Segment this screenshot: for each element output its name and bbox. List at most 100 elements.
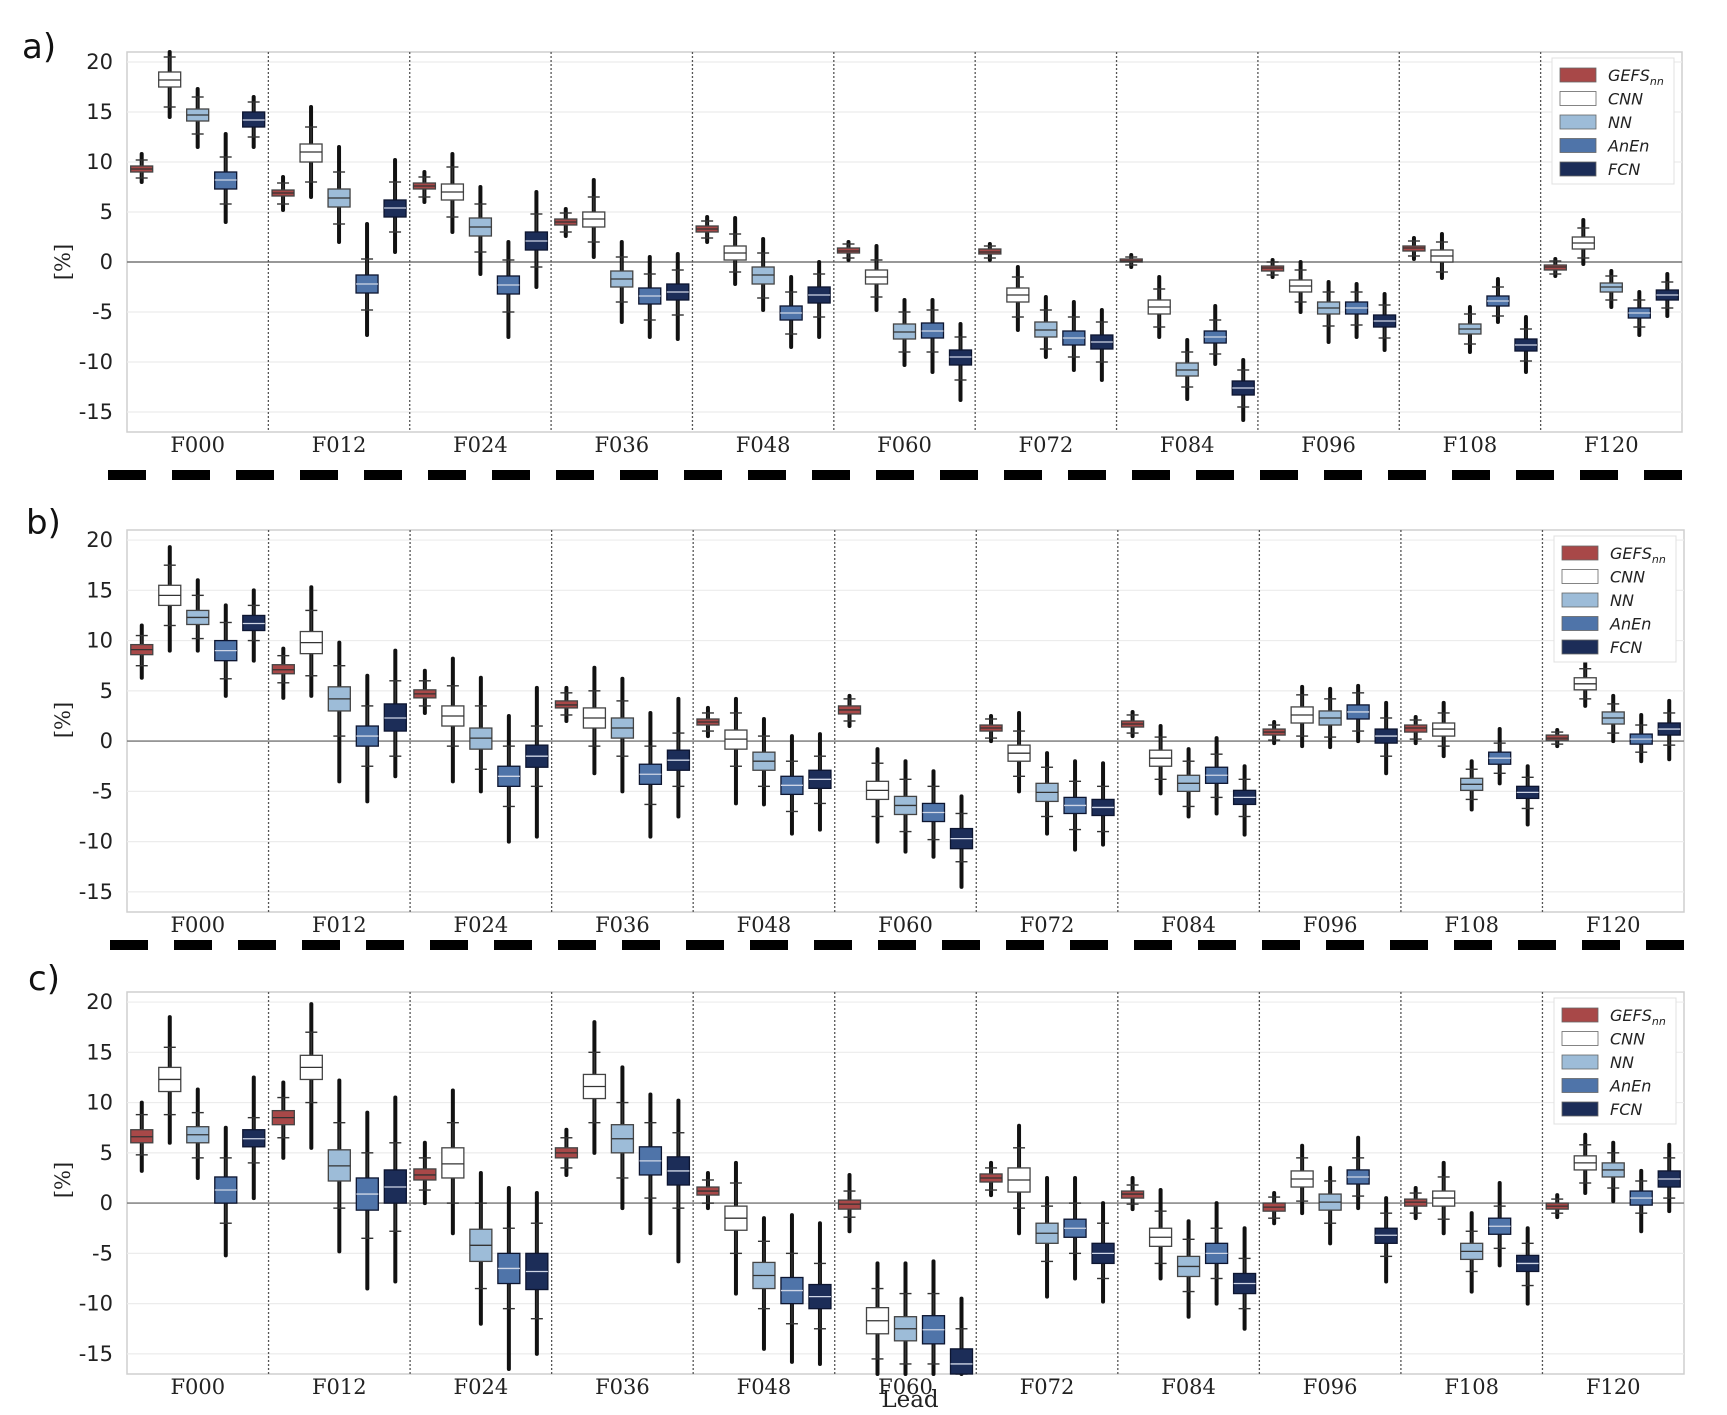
box-NN-F024 (468, 185, 493, 276)
box-FCN-F120 (1657, 698, 1681, 762)
y-tick-label-b: 10 (86, 629, 113, 653)
box-AnEn-F024 (497, 1186, 521, 1371)
x-tick-label-c: F036 (595, 1375, 650, 1399)
box-GEFSnn-F036 (554, 685, 579, 723)
box-CNN-F084 (1147, 275, 1171, 339)
box-CNN-F108 (1430, 232, 1454, 280)
box-FCN-F108 (1516, 1226, 1540, 1306)
x-tick-label-b: F012 (312, 913, 367, 937)
box-NN-F036 (610, 1065, 635, 1211)
box-FCN-F060 (949, 794, 974, 889)
box-GEFSnn-F072 (978, 242, 1002, 262)
box-GEFSnn-F108 (1404, 714, 1428, 746)
box-CNN-F048 (724, 1160, 748, 1296)
box-NN-F072 (1034, 295, 1058, 359)
box-GEFSnn-F096 (1260, 258, 1285, 279)
legend-swatch-NN (1561, 592, 1599, 608)
x-tick-label-a: F060 (877, 433, 932, 457)
box-GEFSnn-F024 (412, 170, 437, 204)
panel-c: c) [%] 20 15 10 5 0 -5 -10 -15 F000 F012 F024 F036 F… (28, 959, 1685, 1413)
box-NN-F120 (1601, 693, 1625, 744)
box-NN-F048 (751, 237, 775, 312)
box-GEFSnn-F000 (130, 1100, 154, 1173)
x-tick-label-a: F108 (1443, 433, 1498, 457)
legend-label-FCN: FCN (1610, 638, 1642, 657)
box-CNN-F012 (299, 105, 323, 199)
legend-label-NN: NN (1610, 591, 1634, 610)
legend-swatch-CNN (1559, 91, 1597, 106)
box-AnEn-F000 (214, 603, 238, 698)
plot-frame-a (126, 51, 1683, 433)
box-FCN-F024 (525, 685, 549, 839)
box-CNN-F108 (1432, 700, 1456, 759)
box-GEFSnn-F084 (1119, 253, 1143, 269)
box-AnEn-F096 (1346, 683, 1370, 744)
x-tick-label-c: F024 (454, 1375, 509, 1399)
y-tick-label-c: 5 (100, 1141, 113, 1165)
plot-area-a: 20 15 10 5 0 -5 -10 -15 F000 F012 F024 F036 F048 F060… (79, 50, 1683, 457)
box-NN-F084 (1175, 338, 1199, 401)
y-axis-label-c: [%] (51, 1162, 75, 1198)
y-tick-label-b: -15 (79, 880, 113, 904)
legend-swatch-FCN (1561, 639, 1599, 655)
box-AnEn-F120 (1629, 712, 1653, 764)
x-tick-label-c: F000 (170, 1375, 225, 1399)
box-CNN-F048 (723, 216, 747, 286)
box-FCN-F084 (1232, 1226, 1257, 1331)
legend-swatch-GEFSnn (1561, 545, 1599, 561)
box-GEFSnn-F108 (1402, 236, 1426, 261)
box-body (949, 1348, 974, 1375)
y-tick-label-a: 10 (86, 150, 113, 174)
box-CNN-F036 (582, 665, 607, 776)
box-AnEn-F120 (1629, 1168, 1653, 1234)
panel-letter-a: a) (22, 27, 56, 67)
box-GEFSnn-F012 (271, 646, 295, 700)
legend-swatch-GEFSnn (1561, 1007, 1599, 1023)
box-FCN-F072 (1091, 1201, 1115, 1304)
box-CNN-F024 (441, 656, 465, 784)
legend-swatch-GEFSnn (1559, 67, 1597, 83)
box-CNN-F060 (865, 1261, 890, 1376)
y-tick-label-b: 15 (86, 578, 113, 602)
box-FCN-F084 (1231, 358, 1255, 422)
box-CNN-F072 (1007, 1123, 1031, 1236)
box-CNN-F096 (1290, 1143, 1314, 1216)
x-tick-label-a: F012 (312, 433, 367, 457)
x-tick-label-c: F096 (1303, 1375, 1358, 1399)
legend-label-AnEn: AnEn (1607, 137, 1649, 156)
box-FCN-F048 (808, 732, 832, 832)
box-AnEn-F000 (214, 1125, 238, 1258)
box-AnEn-F000 (214, 132, 238, 224)
box-NN-F012 (327, 640, 351, 784)
legend-swatch-NN (1561, 1054, 1599, 1070)
box-FCN-F036 (666, 252, 690, 341)
y-tick-label-a: 20 (86, 50, 113, 74)
box-FCN-F036 (666, 696, 691, 819)
x-tick-label-b: F024 (454, 913, 509, 937)
box-GEFSnn-F000 (130, 152, 154, 184)
box-FCN-F024 (525, 1191, 549, 1356)
box-FCN-F012 (383, 1095, 407, 1284)
y-tick-label-a: -15 (79, 400, 113, 424)
panel-a: a) [%] 20 15 10 5 0 -5 -10 -15 F000 F012 F024 F036 F… (22, 27, 1683, 457)
plot-area-c: 20 15 10 5 0 -5 -10 -15 F000 F012 F024 F036 F048 F060… (79, 990, 1685, 1399)
box-GEFSnn-F024 (413, 668, 437, 715)
x-tick-label-b: F120 (1586, 913, 1641, 937)
box-NN-F096 (1316, 280, 1341, 344)
y-tick-label-b: -10 (79, 830, 113, 854)
legend-label-NN: NN (1608, 113, 1632, 132)
x-tick-label-c: F072 (1020, 1375, 1075, 1399)
y-tick-label-c: 15 (86, 1040, 113, 1064)
legend-swatch-FCN (1559, 161, 1597, 177)
box-AnEn-F096 (1344, 282, 1369, 339)
y-tick-label-c: 0 (100, 1191, 113, 1215)
legend-swatch-AnEn (1559, 138, 1597, 153)
box-AnEn-F012 (355, 222, 379, 337)
box-GEFSnn-F120 (1543, 257, 1567, 278)
plot-frame-b (126, 529, 1685, 913)
legend-label-CNN: CNN (1608, 90, 1643, 109)
box-NN-F048 (752, 716, 776, 807)
box-body (441, 1147, 465, 1179)
